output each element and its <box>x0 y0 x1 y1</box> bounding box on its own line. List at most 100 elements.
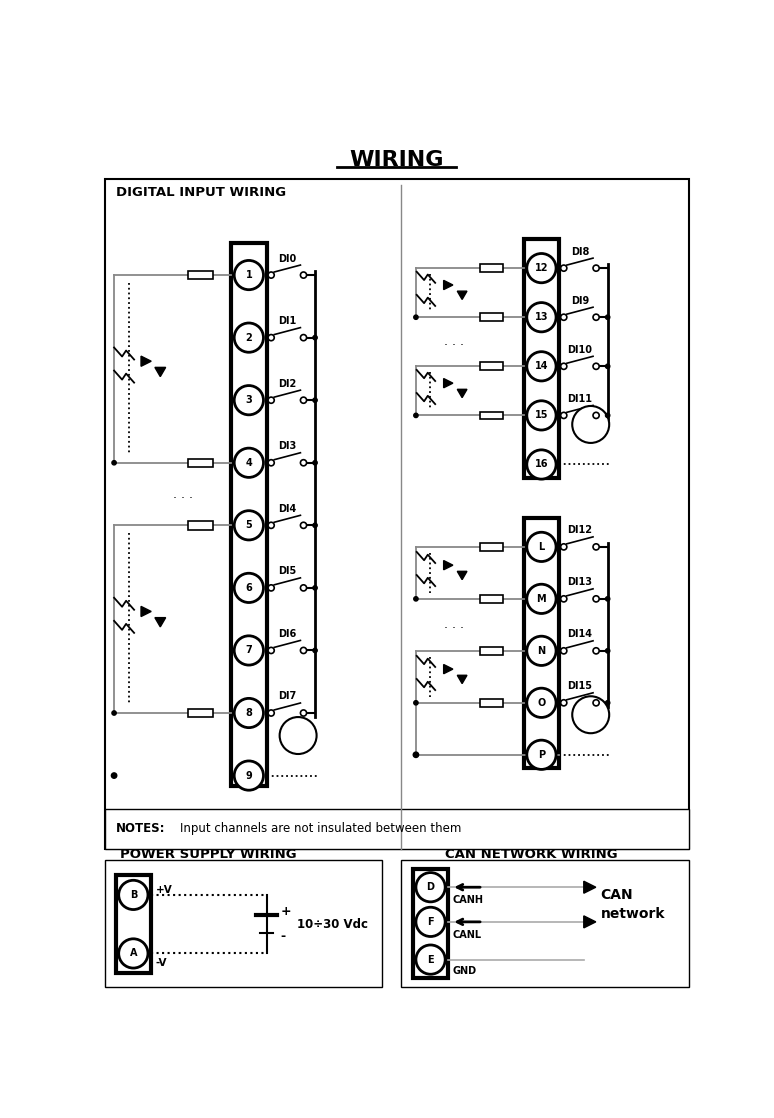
Circle shape <box>593 700 599 705</box>
Circle shape <box>527 636 556 665</box>
Circle shape <box>268 334 274 341</box>
Circle shape <box>605 315 610 320</box>
Bar <box>524 239 559 477</box>
Bar <box>480 362 503 370</box>
Polygon shape <box>457 291 467 300</box>
Text: DI8: DI8 <box>570 247 589 257</box>
Bar <box>480 647 503 655</box>
Text: -: - <box>280 930 286 942</box>
Text: M: M <box>536 594 546 604</box>
Polygon shape <box>444 664 453 674</box>
Circle shape <box>313 335 317 340</box>
Circle shape <box>268 647 274 654</box>
Text: . . .: . . . <box>444 618 464 632</box>
Text: CAN NETWORK WIRING: CAN NETWORK WIRING <box>445 849 618 861</box>
Text: CANH: CANH <box>453 896 484 906</box>
Polygon shape <box>457 571 467 579</box>
Circle shape <box>300 710 307 717</box>
Bar <box>413 869 448 978</box>
Circle shape <box>527 585 556 614</box>
Circle shape <box>235 511 263 540</box>
Text: DI2: DI2 <box>278 379 296 389</box>
Bar <box>188 709 213 718</box>
Circle shape <box>605 648 610 653</box>
Bar <box>480 699 503 707</box>
Text: DI4: DI4 <box>278 504 296 514</box>
Circle shape <box>268 522 274 529</box>
Bar <box>188 271 213 280</box>
Text: DI15: DI15 <box>567 681 592 691</box>
Bar <box>524 518 559 768</box>
Circle shape <box>593 543 599 550</box>
Text: 1: 1 <box>245 271 252 281</box>
Circle shape <box>268 710 274 717</box>
Circle shape <box>235 260 263 290</box>
Circle shape <box>235 636 263 665</box>
Text: -V: -V <box>156 958 167 968</box>
Text: N: N <box>537 646 546 656</box>
Circle shape <box>268 272 274 278</box>
Circle shape <box>279 717 317 754</box>
Bar <box>480 595 503 603</box>
Text: 3: 3 <box>245 395 252 405</box>
Circle shape <box>605 364 610 369</box>
Circle shape <box>605 597 610 601</box>
Text: . . .: . . . <box>444 335 464 349</box>
Polygon shape <box>141 606 151 616</box>
Polygon shape <box>155 617 166 627</box>
Polygon shape <box>584 881 596 893</box>
Circle shape <box>572 697 609 733</box>
Bar <box>188 458 213 467</box>
Polygon shape <box>584 916 596 928</box>
Text: . . .: . . . <box>173 487 194 501</box>
Circle shape <box>300 459 307 466</box>
Circle shape <box>560 596 567 601</box>
Text: CAN
network: CAN network <box>601 889 665 921</box>
Circle shape <box>416 945 445 974</box>
Circle shape <box>593 363 599 369</box>
Text: E: E <box>427 955 434 965</box>
Text: DI12: DI12 <box>567 525 592 536</box>
Circle shape <box>560 314 567 321</box>
Circle shape <box>300 334 307 341</box>
Circle shape <box>560 265 567 272</box>
Text: 4: 4 <box>245 457 252 467</box>
Polygon shape <box>141 357 151 367</box>
Text: 16: 16 <box>535 459 548 470</box>
Text: 8: 8 <box>245 708 252 718</box>
Text: +: + <box>280 906 291 918</box>
Bar <box>104 860 382 987</box>
Text: DI5: DI5 <box>278 567 296 577</box>
Circle shape <box>560 543 567 550</box>
Text: 2: 2 <box>245 333 252 342</box>
Text: WIRING: WIRING <box>349 150 444 170</box>
Text: DI11: DI11 <box>567 394 592 404</box>
Circle shape <box>313 586 317 590</box>
Text: F: F <box>427 917 434 927</box>
Text: DI6: DI6 <box>278 629 296 638</box>
Circle shape <box>572 406 609 443</box>
Bar <box>104 179 689 849</box>
Circle shape <box>560 647 567 654</box>
Circle shape <box>527 254 556 283</box>
Circle shape <box>560 413 567 418</box>
Text: A: A <box>129 948 137 958</box>
Text: DI1: DI1 <box>278 316 296 326</box>
Text: POWER SUPPLY WIRING: POWER SUPPLY WIRING <box>120 849 297 861</box>
Circle shape <box>605 701 610 705</box>
Text: DI3: DI3 <box>278 442 296 452</box>
Bar <box>231 243 266 786</box>
Text: DI13: DI13 <box>567 577 592 587</box>
Circle shape <box>235 574 263 603</box>
Circle shape <box>268 585 274 591</box>
Circle shape <box>300 647 307 654</box>
Polygon shape <box>457 675 467 683</box>
Circle shape <box>593 647 599 654</box>
Text: DI9: DI9 <box>570 295 589 305</box>
Bar <box>104 808 689 849</box>
Text: DI7: DI7 <box>278 691 296 701</box>
Text: D: D <box>426 882 434 892</box>
Bar <box>480 264 503 272</box>
Bar <box>480 411 503 419</box>
Text: CANL: CANL <box>453 930 482 940</box>
